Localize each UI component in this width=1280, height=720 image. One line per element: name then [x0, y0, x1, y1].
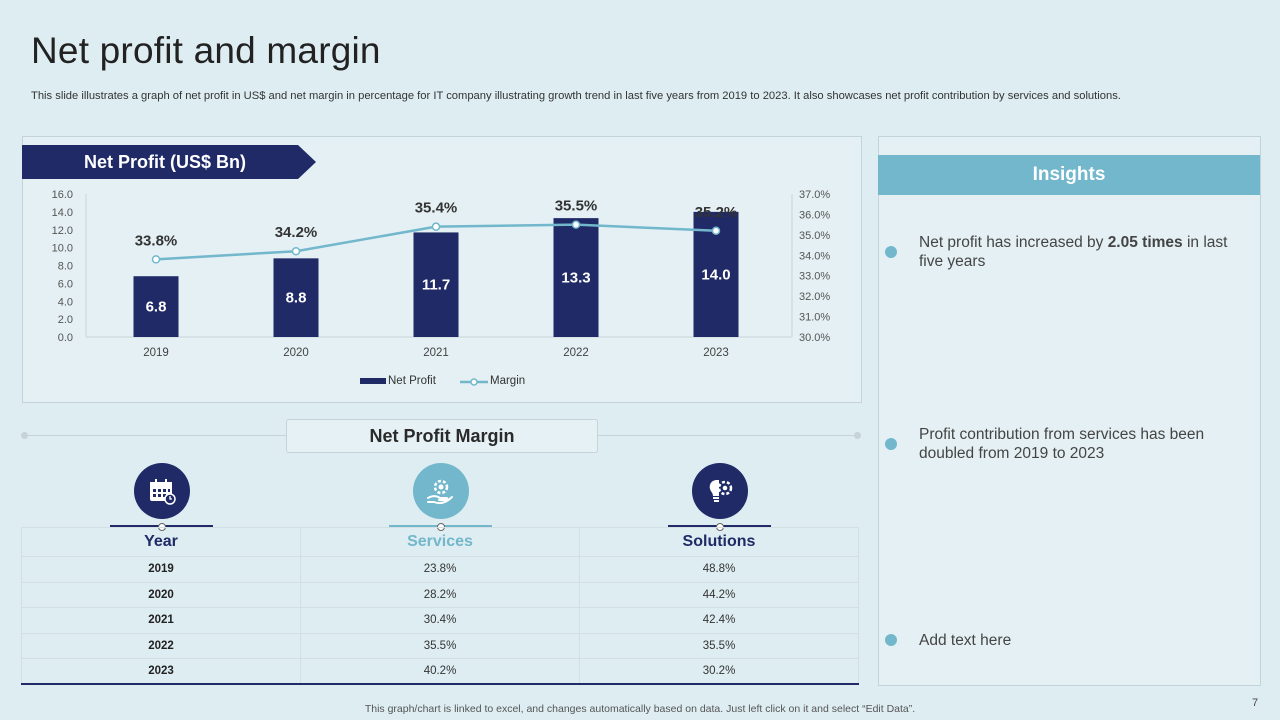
net-profit-chart[interactable]: 0.0 2.0 4.0 6.0 8.0 10.0 12.0 14.0 16.0 30.0% 31.0…: [22, 180, 860, 400]
margin-value-label: 34.2%: [275, 224, 318, 241]
y-right-tick-label: 31.0%: [799, 312, 830, 324]
margin-point: [711, 226, 721, 236]
table-bottom-border: [21, 683, 859, 685]
y-left-tick-label: 6.0: [58, 278, 73, 290]
y-right-tick-label: 36.0%: [799, 209, 830, 221]
header-services: Services: [300, 527, 580, 557]
y-right-tick-label: 30.0%: [799, 332, 830, 344]
x-tick-label: 2023: [703, 347, 729, 359]
cell-services: 40.2%: [300, 658, 580, 685]
section-divider-right: [597, 435, 858, 436]
insight-bullet-icon: [885, 246, 897, 258]
cell-services: 35.5%: [300, 632, 580, 659]
table-row: 2020 28.2% 44.2%: [21, 581, 859, 608]
x-tick-label: 2020: [283, 347, 309, 359]
insight-3-text: Add text here: [919, 632, 1012, 649]
bar-value-label: 11.7: [422, 277, 450, 294]
y-right-tick-label: 33.0%: [799, 271, 830, 283]
margin-value-label: 33.8%: [135, 232, 178, 249]
table-row: 2022 35.5% 35.5%: [21, 632, 859, 659]
bar-net-profit: [133, 276, 179, 337]
insight-bullet-icon: [885, 634, 897, 646]
y-right-tick-label: 32.0%: [799, 291, 830, 303]
y-right-tick-label: 37.0%: [799, 189, 830, 201]
y-left-tick-label: 16.0: [52, 189, 73, 201]
slide-subtitle: This slide illustrates a graph of net pr…: [31, 90, 1121, 102]
bar-net-profit: [553, 218, 599, 337]
cell-services: 23.8%: [300, 556, 580, 583]
hand-gear-icon: [413, 463, 469, 519]
x-tick-label: 2019: [143, 347, 169, 359]
insights-header: Insights: [878, 155, 1260, 195]
y-left-tick-label: 8.0: [58, 261, 73, 273]
cell-solutions: 30.2%: [579, 658, 859, 685]
legend-margin-label: Margin: [490, 375, 525, 387]
insight-1-suffix: in last five years: [919, 234, 1228, 270]
insight-2-text: Profit contribution from services has be…: [919, 426, 1205, 462]
y-left-tick-label: 4.0: [58, 296, 73, 308]
cell-year: 2021: [21, 607, 301, 634]
cell-services: 28.2%: [300, 581, 580, 608]
x-tick-label: 2021: [423, 347, 449, 359]
divider-dot-right: [854, 432, 861, 439]
cell-solutions: 42.4%: [579, 607, 859, 634]
net-profit-margin-title: Net Profit Margin: [286, 419, 598, 453]
margin-table: Year Services Solutions 2019 23.8% 48.8%…: [21, 527, 859, 685]
chart-banner-label: Net Profit (US$ Bn): [84, 152, 246, 172]
legend-margin-marker: [470, 378, 478, 386]
cell-services: 30.4%: [300, 607, 580, 634]
margin-point: [291, 246, 301, 256]
insights-panel: [878, 136, 1261, 686]
insight-1-prefix: Net profit has increased by: [919, 234, 1108, 251]
margin-point: [151, 255, 161, 264]
margin-value-label: 35.4%: [415, 200, 458, 217]
header-solutions: Solutions: [579, 527, 859, 557]
y-left-tick-label: 10.0: [52, 243, 73, 255]
y-left-tick-label: 12.0: [52, 225, 73, 237]
table-row: 2019 23.8% 48.8%: [21, 556, 859, 583]
y-left-tick-label: 14.0: [52, 207, 73, 219]
legend-net-profit-swatch: [360, 378, 386, 384]
bar-net-profit: [273, 258, 319, 337]
cell-year: 2020: [21, 581, 301, 608]
insight-1-bold: 2.05 times: [1107, 234, 1183, 251]
margin-point: [431, 222, 441, 231]
y-right-tick-label: 35.0%: [799, 230, 830, 242]
header-year: Year: [21, 527, 301, 557]
bar-value-label: 14.0: [701, 266, 730, 283]
section-divider-left: [25, 435, 286, 436]
chart-banner: Net Profit (US$ Bn): [22, 145, 316, 179]
insight-text-3: Add text here: [919, 631, 1249, 650]
y-left-tick-label: 2.0: [58, 314, 73, 326]
legend-net-profit-label: Net Profit: [388, 375, 437, 387]
cell-solutions: 44.2%: [579, 581, 859, 608]
insight-text-1: Net profit has increased by 2.05 times i…: [919, 233, 1249, 271]
bar-value-label: 13.3: [561, 270, 590, 287]
cell-solutions: 35.5%: [579, 632, 859, 659]
margin-value-label: 35.2%: [695, 204, 738, 221]
footer-note: This graph/chart is linked to excel, and…: [364, 703, 916, 715]
insight-text-2: Profit contribution from services has be…: [919, 425, 1249, 463]
bar-value-label: 8.8: [286, 290, 307, 307]
page-number: 7: [1252, 697, 1259, 709]
divider-dot-left: [21, 432, 28, 439]
margin-point: [571, 220, 581, 229]
y-right-tick-label: 34.0%: [799, 250, 830, 262]
table-row: 2023 40.2% 30.2%: [21, 658, 859, 685]
bar-value-label: 6.8: [146, 299, 167, 316]
calendar-icon: [134, 463, 190, 519]
slide-title: Net profit and margin: [31, 30, 381, 71]
cell-year: 2019: [21, 556, 301, 583]
cell-year: 2023: [21, 658, 301, 685]
bulb-gear-icon: [692, 463, 748, 519]
insight-bullet-icon: [885, 438, 897, 450]
cell-solutions: 48.8%: [579, 556, 859, 583]
bar-net-profit: [413, 232, 459, 337]
x-tick-label: 2022: [563, 347, 589, 359]
margin-value-label: 35.5%: [555, 198, 598, 215]
table-row: 2021 30.4% 42.4%: [21, 607, 859, 634]
cell-year: 2022: [21, 632, 301, 659]
y-left-tick-label: 0.0: [58, 332, 73, 344]
table-header-row: Year Services Solutions: [21, 527, 859, 557]
